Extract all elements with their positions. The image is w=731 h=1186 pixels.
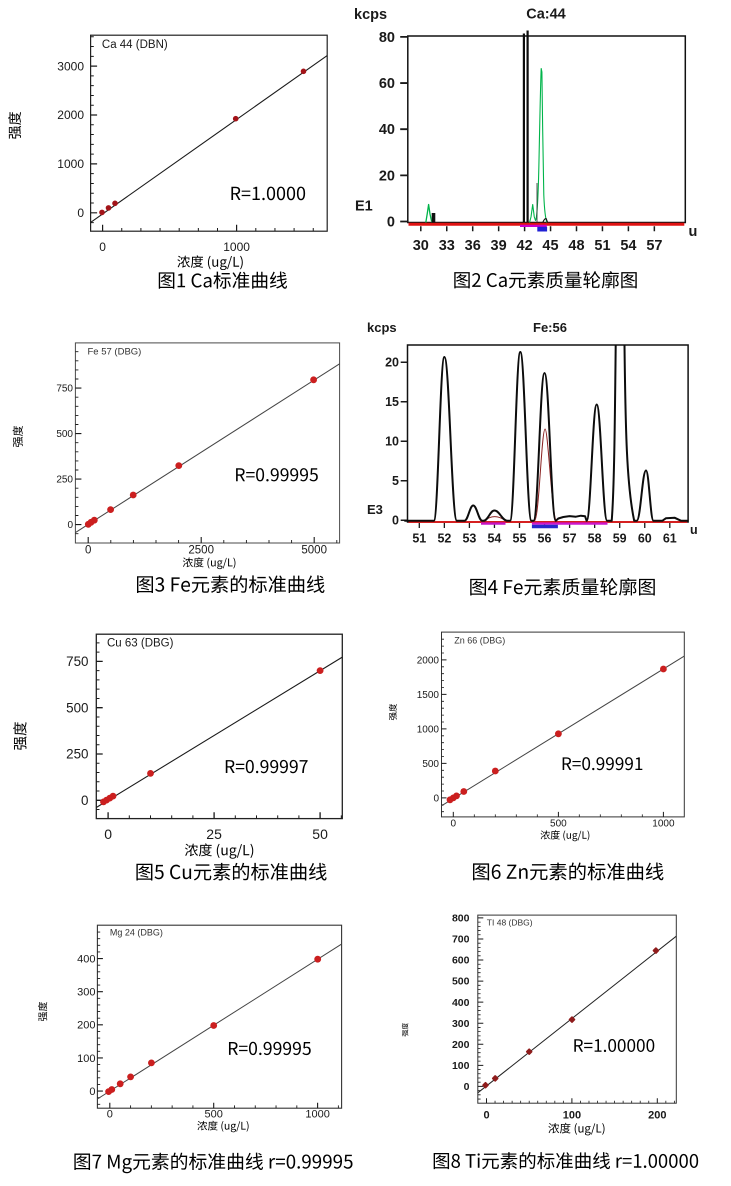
svg-text:50: 50: [312, 826, 328, 842]
svg-text:5: 5: [392, 474, 399, 488]
svg-text:0: 0: [99, 240, 106, 254]
svg-text:1000: 1000: [305, 1108, 329, 1120]
svg-text:0: 0: [387, 215, 395, 231]
svg-text:500: 500: [422, 759, 439, 770]
svg-text:500: 500: [550, 818, 567, 829]
svg-text:0: 0: [85, 545, 91, 557]
svg-text:200: 200: [452, 1039, 470, 1051]
svg-text:E3: E3: [367, 502, 383, 517]
svg-text:56: 56: [538, 532, 552, 546]
svg-text:30: 30: [413, 238, 429, 254]
svg-text:80: 80: [379, 30, 395, 46]
svg-text:33: 33: [439, 238, 455, 254]
svg-text:200: 200: [648, 1110, 666, 1122]
svg-text:55: 55: [513, 532, 527, 546]
svg-text:100: 100: [77, 1053, 95, 1065]
svg-text:Fe 57 (DBG): Fe 57 (DBG): [88, 347, 142, 358]
svg-text:100: 100: [452, 1060, 470, 1072]
svg-text:700: 700: [452, 934, 470, 946]
svg-text:20: 20: [385, 356, 399, 370]
svg-text:40: 40: [379, 122, 395, 138]
svg-text:0: 0: [77, 206, 84, 220]
svg-text:500: 500: [66, 700, 88, 715]
svg-text:1000: 1000: [417, 724, 440, 735]
svg-text:2000: 2000: [57, 108, 84, 122]
svg-text:1000: 1000: [57, 157, 84, 171]
svg-text:0: 0: [81, 793, 88, 808]
svg-text:200: 200: [77, 1020, 95, 1032]
svg-text:1000: 1000: [223, 240, 250, 254]
svg-text:1000: 1000: [652, 818, 675, 829]
svg-text:0: 0: [483, 1110, 489, 1122]
svg-text:Cu 63 (DBG): Cu 63 (DBG): [107, 638, 174, 650]
svg-text:TI 48 (DBG): TI 48 (DBG): [487, 917, 533, 927]
svg-text:5000: 5000: [301, 545, 327, 557]
svg-text:0: 0: [67, 520, 73, 531]
svg-text:51: 51: [412, 532, 426, 546]
svg-text:100: 100: [563, 1110, 581, 1122]
svg-text:61: 61: [663, 532, 677, 546]
svg-text:25: 25: [206, 826, 222, 842]
svg-text:0: 0: [392, 514, 399, 528]
svg-text:15: 15: [385, 395, 399, 409]
svg-text:0: 0: [451, 818, 457, 829]
svg-text:300: 300: [77, 987, 95, 999]
svg-text:Mg 24 (DBG): Mg 24 (DBG): [110, 928, 163, 938]
svg-text:kcps: kcps: [354, 7, 387, 23]
svg-text:Zn 66 (DBG): Zn 66 (DBG): [454, 636, 505, 646]
svg-text:54: 54: [620, 238, 636, 254]
svg-text:600: 600: [452, 955, 470, 967]
svg-text:500: 500: [205, 1108, 223, 1120]
svg-text:2000: 2000: [417, 655, 440, 666]
svg-text:20: 20: [379, 168, 395, 184]
svg-text:58: 58: [588, 532, 602, 546]
svg-text:36: 36: [465, 238, 481, 254]
svg-text:54: 54: [487, 532, 501, 546]
svg-text:42: 42: [517, 238, 533, 254]
svg-text:0: 0: [433, 793, 439, 804]
svg-text:Ca:44: Ca:44: [526, 7, 566, 23]
svg-text:51: 51: [594, 238, 610, 254]
svg-text:57: 57: [646, 238, 662, 254]
svg-text:500: 500: [56, 429, 73, 440]
svg-text:250: 250: [56, 475, 73, 486]
svg-text:u: u: [689, 224, 698, 240]
svg-text:48: 48: [568, 238, 584, 254]
svg-text:2500: 2500: [188, 545, 214, 557]
svg-text:0: 0: [464, 1081, 470, 1093]
svg-text:59: 59: [613, 532, 627, 546]
svg-text:Fe:56: Fe:56: [533, 320, 567, 335]
svg-text:60: 60: [379, 76, 395, 92]
svg-text:45: 45: [542, 238, 558, 254]
svg-text:400: 400: [452, 997, 470, 1009]
svg-text:0: 0: [107, 1108, 113, 1120]
svg-text:52: 52: [437, 532, 451, 546]
svg-text:10: 10: [385, 435, 399, 449]
svg-text:500: 500: [452, 976, 470, 988]
svg-text:E1: E1: [355, 199, 373, 215]
svg-text:750: 750: [66, 654, 88, 669]
svg-text:57: 57: [563, 532, 577, 546]
svg-text:kcps: kcps: [367, 320, 397, 335]
svg-text:Ca 44 (DBN): Ca 44 (DBN): [102, 39, 168, 51]
svg-text:300: 300: [452, 1018, 470, 1030]
svg-text:0: 0: [89, 1086, 95, 1098]
svg-text:60: 60: [638, 532, 652, 546]
svg-text:39: 39: [491, 238, 507, 254]
svg-text:1500: 1500: [417, 690, 440, 701]
svg-text:3000: 3000: [57, 59, 84, 73]
svg-text:0: 0: [104, 826, 112, 842]
svg-text:750: 750: [56, 384, 73, 395]
svg-text:400: 400: [77, 953, 95, 965]
svg-text:250: 250: [66, 747, 88, 762]
svg-text:53: 53: [462, 532, 476, 546]
svg-text:800: 800: [452, 913, 470, 925]
svg-text:u: u: [690, 523, 698, 537]
